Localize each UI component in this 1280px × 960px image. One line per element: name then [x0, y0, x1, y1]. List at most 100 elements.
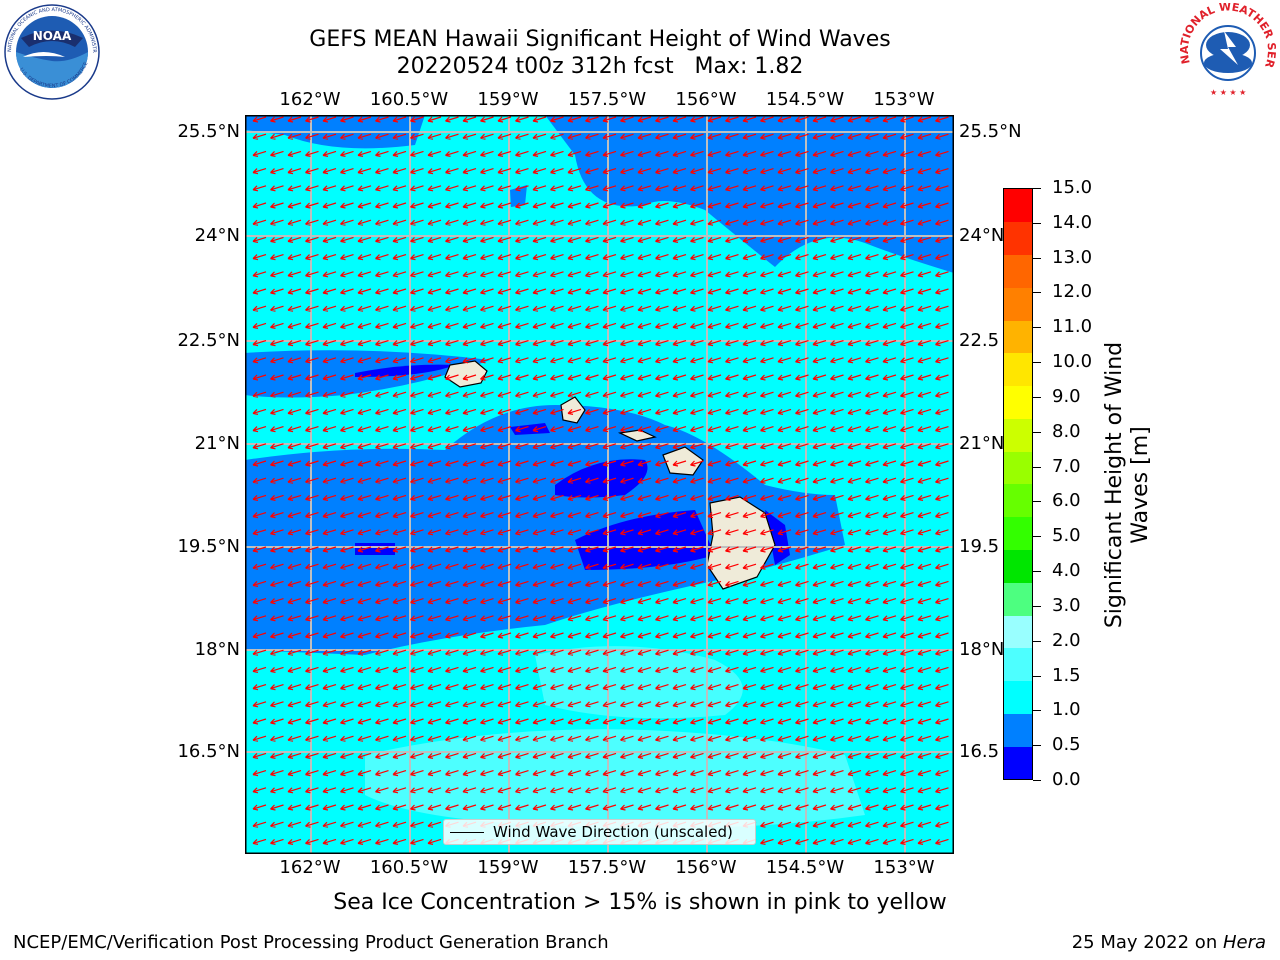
- lon-label-bottom-2: 160.5°W: [369, 857, 449, 878]
- colorbar-segment: [1004, 713, 1032, 747]
- colorbar-tick: [1033, 710, 1041, 712]
- footer-date-text: 25 May 2022 on: [1071, 932, 1223, 953]
- colorbar-tick: [1033, 780, 1041, 781]
- colorbar-tick: [1033, 396, 1041, 398]
- colorbar-tick-label: 5.0: [1052, 525, 1081, 547]
- colorbar-tick-label: 1.0: [1052, 699, 1081, 721]
- ocean-1.5-2m-region: [365, 729, 865, 829]
- island-big-island: [706, 496, 776, 590]
- lon-label-bottom-7: 153°W: [873, 857, 935, 878]
- colorbar-segment: [1004, 451, 1032, 485]
- island-oahu: [560, 396, 586, 424]
- lat-label-right-4: 21°N: [959, 433, 1005, 454]
- noaa-logo-text: NOAA: [33, 29, 72, 43]
- footer-credit: NCEP/EMC/Verification Post Processing Pr…: [13, 932, 609, 953]
- direction-arrow-set: [252, 116, 954, 845]
- colorbar-tick-label: 0.0: [1052, 769, 1081, 790]
- lon-label-top-2: 160.5°W: [369, 89, 449, 110]
- colorbar-tick-label: 7.0: [1052, 455, 1081, 477]
- wind-wave-direction-arrows: [252, 116, 954, 845]
- sea-ice-note: Sea Ice Concentration > 15% is shown in …: [0, 890, 1280, 915]
- legend-line-swatch: [450, 832, 484, 833]
- lat-label-right-2: 24°N: [959, 225, 1005, 246]
- colorbar-tick: [1033, 501, 1041, 503]
- colorbar-segment: [1004, 516, 1032, 551]
- colorbar-segment: [1004, 582, 1032, 616]
- lat-label-left-1: 25.5°N: [177, 121, 240, 142]
- lat-label-right-7: 16.5: [959, 741, 1000, 762]
- lon-label-top-3: 159°W: [477, 89, 539, 110]
- lat-label-right-6: 18°N: [959, 639, 1005, 660]
- colorbar-segment: [1004, 549, 1032, 583]
- colorbar-tick-label: 3.0: [1052, 594, 1081, 616]
- lon-label-top-4: 157.5°W: [567, 89, 647, 110]
- wave-height-map: [245, 115, 954, 854]
- colorbar-tick-label: 4.0: [1052, 560, 1081, 582]
- map-frame: [245, 115, 954, 854]
- colorbar-tick-label: 8.0: [1052, 420, 1081, 442]
- colorbar-tick-label: 12.0: [1052, 281, 1093, 303]
- footer-machine: Hera: [1222, 932, 1266, 953]
- legend-label: Wind Wave Direction (unscaled): [493, 823, 733, 841]
- lat-label-left-5: 19.5°N: [177, 536, 240, 557]
- chart-title-line-1: GEFS MEAN Hawaii Significant Height of W…: [309, 27, 891, 52]
- colorbar-segment: [1004, 320, 1032, 354]
- colorbar-segment: [1004, 615, 1032, 649]
- colorbar-title-line-2: Waves [m]: [1128, 426, 1153, 544]
- lat-label-left-7: 16.5°N: [177, 741, 240, 762]
- colorbar-segment: [1004, 484, 1032, 518]
- lat-label-right-3: 22.5: [959, 330, 1000, 351]
- colorbar-segment: [1004, 680, 1032, 714]
- colorbar-tick-label: 2.0: [1052, 629, 1081, 651]
- colorbar-segment: [1004, 352, 1032, 387]
- lon-label-top-5: 156°W: [675, 89, 737, 110]
- colorbar-tick: [1033, 536, 1041, 538]
- colorbar-tick: [1033, 431, 1041, 433]
- colorbar-tick-label: 9.0: [1052, 385, 1081, 407]
- lat-label-left-6: 18°N: [194, 639, 240, 660]
- colorbar-tick: [1033, 362, 1041, 364]
- colorbar-title-line-1: Significant Height of Wind: [1102, 341, 1127, 629]
- colorbar-tick: [1033, 745, 1041, 747]
- colorbar: [1003, 188, 1033, 780]
- colorbar-tick: [1033, 257, 1041, 259]
- island-molokai: [617, 429, 657, 442]
- colorbar-tick: [1033, 188, 1041, 189]
- colorbar-tick-label: 1.5: [1052, 664, 1081, 686]
- colorbar-segment: [1004, 189, 1032, 223]
- lon-label-bottom-3: 159°W: [477, 857, 539, 878]
- colorbar-segment: [1004, 746, 1032, 780]
- colorbar-segment: [1004, 287, 1032, 321]
- map-legend: Wind Wave Direction (unscaled): [443, 819, 756, 845]
- national-weather-service-logo: NATIONAL WEATHER SERVICE ★ ★ ★ ★: [1180, 3, 1276, 97]
- colorbar-segment: [1004, 221, 1032, 256]
- lat-label-left-2: 24°N: [194, 225, 240, 246]
- colorbar-tick: [1033, 466, 1041, 468]
- colorbar-tick: [1033, 327, 1041, 329]
- colorbar-tick: [1033, 605, 1041, 607]
- colorbar-tick: [1033, 222, 1041, 224]
- lon-label-bottom-4: 157.5°W: [567, 857, 647, 878]
- island-maui: [662, 446, 704, 476]
- colorbar-tick: [1033, 640, 1041, 642]
- colorbar-tick-label: 13.0: [1052, 246, 1093, 268]
- lat-label-right-5: 19.5: [959, 536, 1000, 557]
- lat-label-left-4: 21°N: [194, 433, 240, 454]
- colorbar-segment: [1004, 418, 1032, 452]
- colorbar-tick-label: 14.0: [1052, 211, 1093, 233]
- lat-label-right-1: 25.5°N: [959, 121, 1022, 142]
- chart-title-line-2: 20220524 t00z 312h fcst Max: 1.82: [396, 54, 804, 79]
- graticule: [245, 115, 954, 854]
- colorbar-tick-label: 11.0: [1052, 316, 1093, 338]
- lon-label-bottom-5: 156°W: [675, 857, 737, 878]
- footer-date: 25 May 2022 on Hera: [1072, 932, 1266, 953]
- island-kauai: [444, 360, 488, 388]
- colorbar-tick-label: 15.0: [1052, 177, 1093, 198]
- sea-ice-note-text: Sea Ice Concentration > 15% is shown in …: [333, 890, 947, 915]
- lon-label-bottom-6: 154.5°W: [765, 857, 845, 878]
- colorbar-tick: [1033, 571, 1041, 573]
- lon-label-bottom-1: 162°W: [279, 857, 341, 878]
- colorbar-segment: [1004, 647, 1032, 682]
- ocean-lt-0.5m-region: [355, 364, 455, 377]
- noaa-logo: NOAA NATIONAL OCEANIC AND ATMOSPHERIC AD…: [3, 3, 100, 100]
